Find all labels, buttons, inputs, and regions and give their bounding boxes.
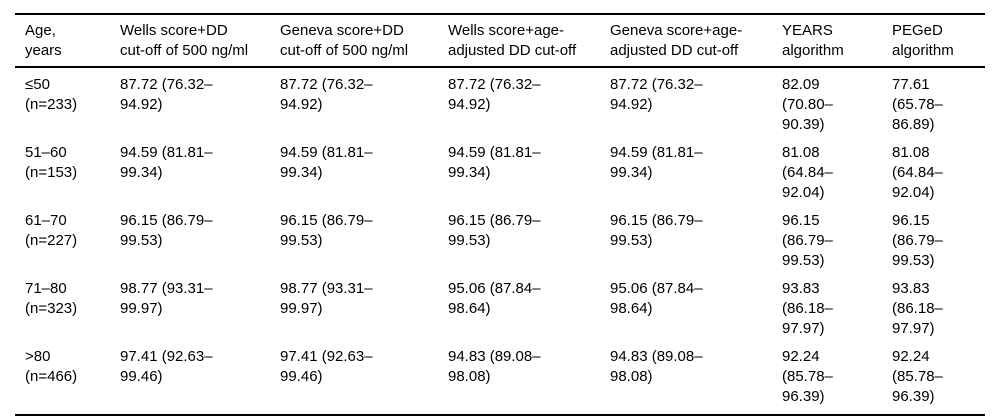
col-header-wells-dd500: Wells score+DD cut-off of 500 ng/ml — [120, 13, 280, 68]
table-cell: 81.08 (64.84– 92.04) — [782, 144, 833, 201]
row-label-cell: 51–60 (n=153) — [25, 144, 78, 181]
table-cell: 94.59 (81.81– 99.34) — [280, 144, 373, 181]
table-cell: 93.83 (86.18– 97.97) — [782, 280, 833, 337]
col-header-years-algorithm: YEARS algorithm — [782, 13, 892, 68]
table-cell: 96.15 (86.79– 99.53) — [448, 212, 541, 249]
table-body: ≤50 (n=233) 87.72 (76.32– 94.92) 87.72 (… — [15, 67, 985, 416]
table-cell: 94.59 (81.81– 99.34) — [448, 144, 541, 181]
table-cell: 82.09 (70.80– 90.39) — [782, 76, 833, 133]
table-cell: 77.61 (65.78– 86.89) — [892, 76, 943, 133]
table-header: Age, years Wells score+DD cut-off of 500… — [15, 13, 985, 68]
table-cell: 94.83 (89.08– 98.08) — [610, 340, 782, 416]
table-cell: 87.72 (76.32– 94.92) — [610, 76, 703, 113]
table-cell: 96.15 (86.79– 99.53) — [120, 212, 213, 249]
col-header-age: Age, years — [15, 13, 120, 68]
table-cell: 94.59 (81.81– 99.34) — [610, 144, 703, 181]
table-cell: 87.72 (76.32– 94.92) — [448, 76, 541, 113]
row-label-cell: ≤50 (n=233) — [25, 76, 78, 113]
results-table: Age, years Wells score+DD cut-off of 500… — [15, 13, 985, 416]
table-cell: 81.08 (64.84– 92.04) — [892, 144, 943, 201]
table-row: 61–70 (n=227) 96.15 (86.79– 99.53) 96.15… — [15, 204, 985, 272]
table-cell: 98.77 (93.31– 99.97) — [280, 280, 373, 317]
table-cell: 96.15 (86.79– 99.53) — [610, 212, 703, 249]
table-cell: 95.06 (87.84– 98.64) — [448, 280, 541, 317]
table-cell: 94.83 (89.08– 98.08) — [448, 340, 610, 416]
row-label-cell: 71–80 (n=323) — [25, 280, 78, 317]
table-cell: 97.41 (92.63– 99.46) — [120, 340, 280, 416]
table-cell: 97.41 (92.63– 99.46) — [280, 340, 448, 416]
table-cell: 96.15 (86.79– 99.53) — [782, 212, 833, 269]
col-header-wells-age-adjusted: Wells score+age- adjusted DD cut-off — [448, 13, 610, 68]
table-cell: 93.83 (86.18– 97.97) — [892, 280, 943, 337]
col-header-peged-algorithm: PEGeD algorithm — [892, 13, 985, 68]
table-cell: 96.15 (86.79– 99.53) — [892, 212, 943, 269]
table-cell: 98.77 (93.31– 99.97) — [120, 280, 213, 317]
table-cell: 92.24 (85.78– 96.39) — [782, 340, 892, 416]
table-cell: 92.24 (85.78– 96.39) — [892, 340, 985, 416]
col-header-geneva-age-adjusted: Geneva score+age- adjusted DD cut-off — [610, 13, 782, 68]
table-cell: 94.59 (81.81– 99.34) — [120, 144, 213, 181]
table-row: 51–60 (n=153) 94.59 (81.81– 99.34) 94.59… — [15, 136, 985, 204]
col-header-geneva-dd500: Geneva score+DD cut-off of 500 ng/ml — [280, 13, 448, 68]
row-label-cell: 61–70 (n=227) — [25, 212, 78, 249]
table-cell: 87.72 (76.32– 94.92) — [280, 76, 373, 113]
table-row: 71–80 (n=323) 98.77 (93.31– 99.97) 98.77… — [15, 272, 985, 340]
table-cell: 96.15 (86.79– 99.53) — [280, 212, 373, 249]
row-label-cell: >80 (n=466) — [15, 340, 120, 416]
header-row: Age, years Wells score+DD cut-off of 500… — [15, 13, 985, 68]
table-row: ≤50 (n=233) 87.72 (76.32– 94.92) 87.72 (… — [15, 67, 985, 136]
table-cell: 95.06 (87.84– 98.64) — [610, 280, 703, 317]
table-cell: 87.72 (76.32– 94.92) — [120, 76, 213, 113]
table-row: >80 (n=466) 97.41 (92.63– 99.46) 97.41 (… — [15, 340, 985, 416]
